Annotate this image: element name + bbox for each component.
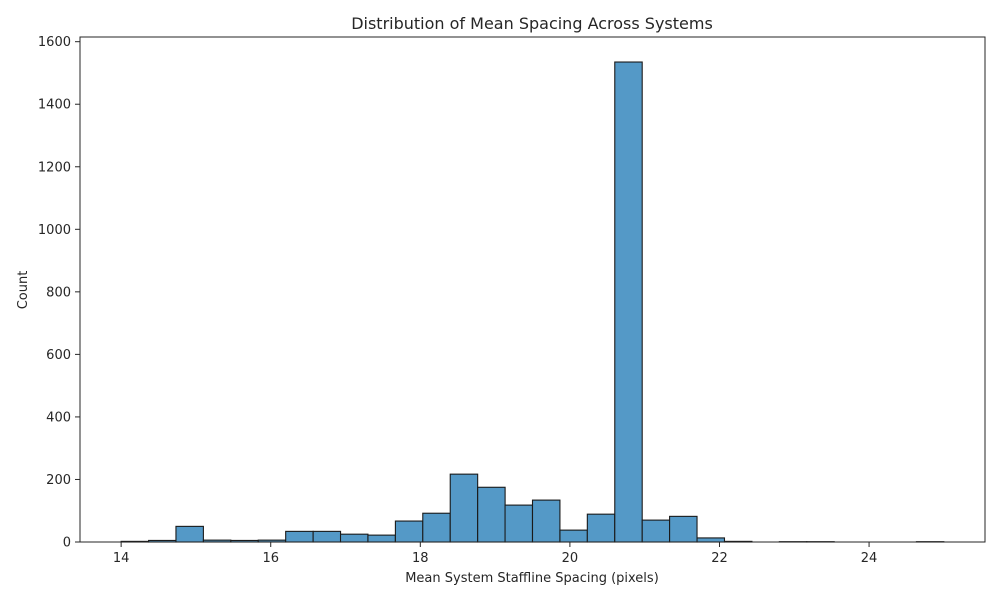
histogram-bar [477, 486, 506, 543]
histogram-bar [394, 520, 424, 543]
histogram-bar [422, 512, 451, 543]
x-tick-label: 14 [113, 551, 130, 566]
bars-group [120, 61, 945, 543]
histogram-bar [312, 530, 342, 543]
histogram-bar [449, 473, 479, 543]
histogram-bar [614, 61, 643, 543]
y-tick-label: 800 [46, 285, 71, 300]
histogram-bar [504, 504, 534, 543]
x-tick-label: 16 [262, 551, 279, 566]
histogram-bar [669, 515, 698, 543]
x-tick-label: 18 [412, 551, 429, 566]
histogram-bar [339, 533, 369, 543]
histogram-bar [367, 534, 396, 543]
plot-frame [79, 36, 986, 543]
histogram-bar [531, 499, 561, 543]
y-axis-label: Count [16, 271, 31, 310]
y-axis-ticks: 0 200 400 600 800 1000 1200 1400 1600 [38, 35, 80, 551]
histogram-bar [175, 525, 204, 543]
histogram-bar [641, 519, 671, 543]
y-tick-label: 1600 [38, 35, 71, 50]
y-tick-label: 1200 [38, 160, 71, 175]
x-axis-ticks: 14 16 18 20 22 24 [113, 542, 877, 566]
y-tick-label: 1400 [38, 98, 71, 113]
y-tick-label: 0 [63, 536, 71, 551]
x-axis-label: Mean System Staffline Spacing (pixels) [405, 571, 659, 586]
x-tick-label: 22 [711, 551, 728, 566]
y-tick-label: 1000 [38, 223, 71, 238]
y-tick-label: 600 [46, 348, 71, 363]
histogram-bar [696, 537, 726, 543]
histogram-bar [559, 529, 588, 543]
y-tick-label: 200 [46, 473, 71, 488]
histogram-bar [285, 530, 314, 543]
x-tick-label: 24 [861, 551, 878, 566]
chart-title: Distribution of Mean Spacing Across Syst… [351, 14, 713, 33]
y-tick-label: 400 [46, 410, 71, 425]
x-tick-label: 20 [562, 551, 579, 566]
histogram-bar [586, 513, 616, 543]
